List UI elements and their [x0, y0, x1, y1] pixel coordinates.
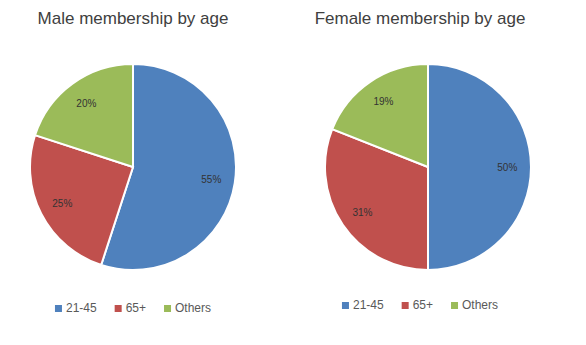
data-label: 19% — [373, 96, 393, 107]
legend-label: 65+ — [126, 301, 146, 315]
legend-swatch — [402, 302, 409, 309]
data-label: 20% — [76, 98, 96, 109]
legend-swatch — [115, 305, 122, 312]
legend: 21-45 65+ Others — [55, 301, 211, 315]
legend-label: 21-45 — [353, 298, 384, 312]
legend-swatch — [451, 302, 458, 309]
legend-label: 21-45 — [66, 301, 97, 315]
legend-swatch — [164, 305, 171, 312]
legend-label: Others — [462, 298, 498, 312]
chart-canvas: Male membership by age 55% 25% 20% 21-45 65+ O… — [0, 0, 586, 345]
pie-slice — [428, 64, 531, 270]
pie-chart: Male membership by age 55% 25% 20% 21-45 65+ O… — [30, 9, 236, 315]
legend-swatch — [342, 302, 349, 309]
pie-chart: Female membership by age 50% 31% 19% 21-45 65… — [315, 9, 531, 312]
legend-label: Others — [175, 301, 211, 315]
legend-label: 65+ — [413, 298, 433, 312]
pie-slice — [332, 64, 428, 167]
slices — [325, 64, 531, 270]
legend: 21-45 65+ Others — [342, 298, 498, 312]
data-labels: 50% 31% 19% — [352, 96, 517, 217]
data-label: 31% — [352, 207, 372, 218]
data-label: 55% — [201, 174, 221, 185]
chart-title: Female membership by age — [315, 9, 526, 28]
legend-swatch — [55, 305, 62, 312]
chart-title: Male membership by age — [38, 9, 229, 28]
pie-slice — [35, 64, 133, 167]
slices — [30, 64, 236, 270]
data-labels: 55% 25% 20% — [52, 98, 221, 209]
data-label: 25% — [52, 198, 72, 209]
data-label: 50% — [497, 162, 517, 173]
